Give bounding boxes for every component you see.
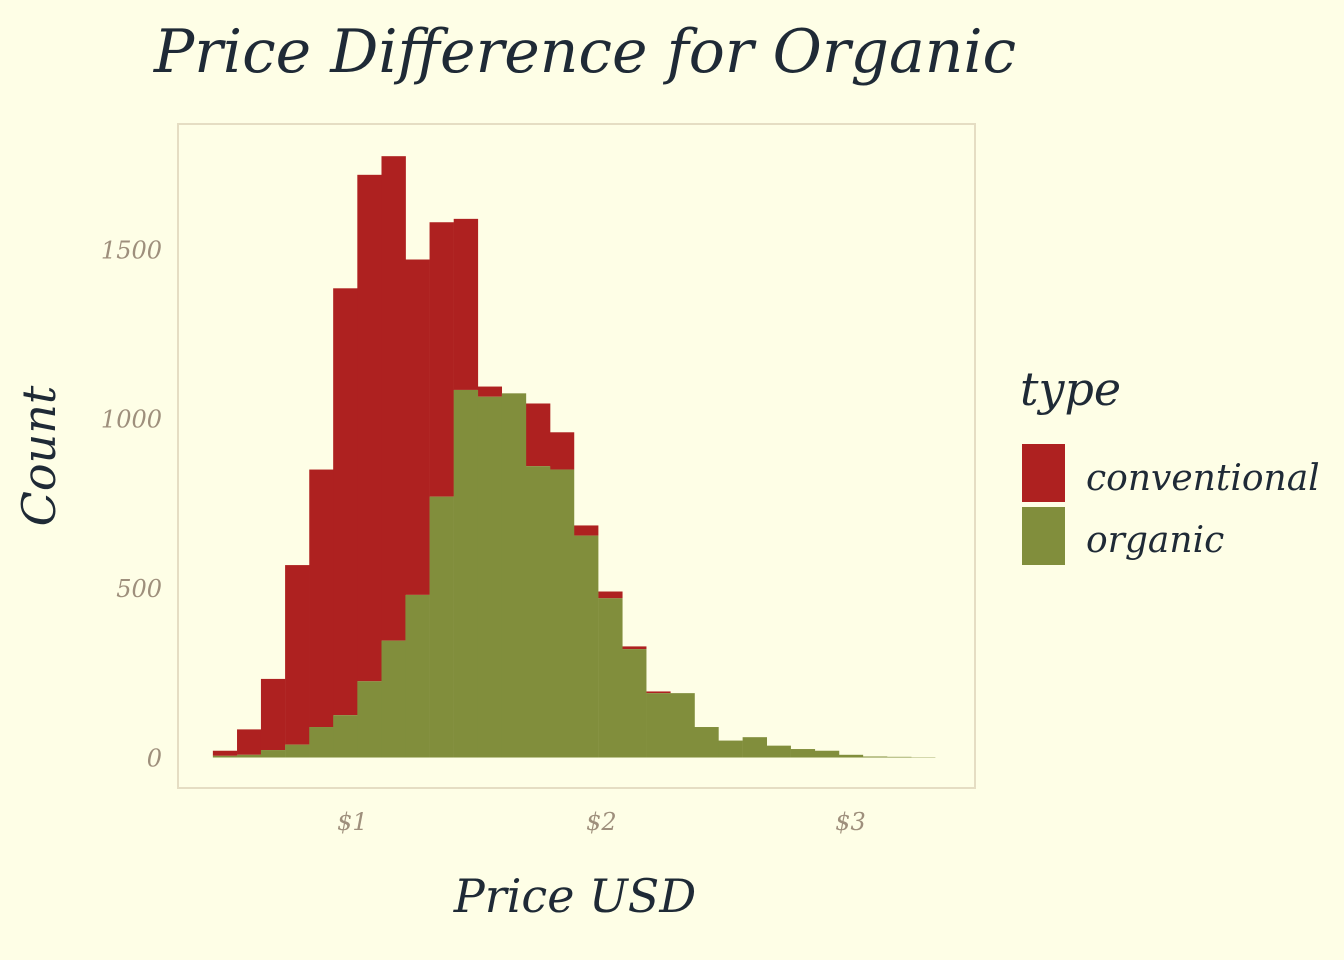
bar-organic (694, 727, 719, 758)
y-axis-ticks: 0 500 1000 1500 (101, 236, 162, 772)
bar-conventional (429, 222, 454, 497)
legend: type conventional organic (1020, 362, 1320, 565)
bar-conventional (598, 591, 623, 599)
bar-conventional (453, 218, 479, 390)
bar-organic (814, 750, 840, 758)
bar-conventional (357, 174, 382, 682)
bar-organic (766, 745, 791, 758)
x-tick-label: $3 (835, 808, 866, 836)
bar-organic (838, 754, 864, 758)
bar-organic (887, 756, 912, 758)
bar-organic (429, 496, 454, 758)
conventional-bars (212, 156, 671, 756)
bar-organic (742, 737, 768, 758)
bar-organic (718, 740, 743, 758)
legend-label-conventional: conventional (1086, 458, 1320, 499)
bar-organic (477, 396, 503, 758)
bar-organic (309, 727, 334, 758)
bar-organic (260, 750, 286, 758)
bar-conventional (525, 403, 551, 467)
y-tick-label: 0 (147, 745, 162, 773)
y-tick-label: 1500 (101, 236, 162, 264)
x-axis-ticks: $1 $2 $3 (337, 808, 866, 836)
legend-label-organic: organic (1086, 520, 1224, 561)
bar-conventional (212, 750, 238, 756)
bar-organic (501, 393, 527, 758)
bar-organic (574, 535, 599, 758)
bar-organic (862, 756, 888, 758)
bar-conventional (381, 156, 406, 641)
chart-title: Price Difference for Organic (153, 17, 1016, 87)
x-tick-label: $1 (337, 808, 368, 836)
bar-organic (622, 649, 647, 758)
bar-conventional (549, 432, 575, 470)
bar-organic (598, 598, 623, 758)
bar-organic (549, 469, 575, 758)
plot-panel (177, 123, 976, 789)
organic-bars (212, 389, 936, 758)
bar-organic (237, 754, 262, 758)
y-axis-label: Count (12, 385, 66, 526)
bar-organic (405, 594, 430, 758)
bar-organic (453, 389, 479, 758)
legend-swatch-organic (1022, 507, 1065, 565)
bar-conventional (574, 525, 599, 536)
bar-organic (790, 749, 816, 758)
bar-organic (646, 693, 671, 758)
bar-conventional (646, 691, 671, 694)
bar-organic (285, 744, 310, 758)
x-axis-label: Price USD (453, 869, 696, 923)
bar-conventional (309, 469, 334, 728)
bar-organic (333, 715, 358, 758)
x-tick-label: $2 (586, 808, 617, 836)
legend-title: type (1020, 362, 1121, 416)
y-tick-label: 500 (116, 575, 162, 603)
bar-conventional (260, 678, 286, 751)
legend-swatch-conventional (1022, 444, 1065, 502)
bar-conventional (622, 646, 647, 650)
bar-organic (357, 681, 382, 758)
bar-organic (525, 466, 551, 758)
bar-organic (212, 755, 238, 758)
y-tick-label: 1000 (101, 406, 162, 434)
bar-conventional (285, 565, 310, 745)
bar-organic (381, 640, 406, 758)
bar-conventional (405, 259, 430, 595)
bar-conventional (477, 386, 503, 397)
bar-conventional (333, 288, 358, 716)
bar-organic (670, 693, 695, 758)
bar-conventional (237, 729, 262, 755)
